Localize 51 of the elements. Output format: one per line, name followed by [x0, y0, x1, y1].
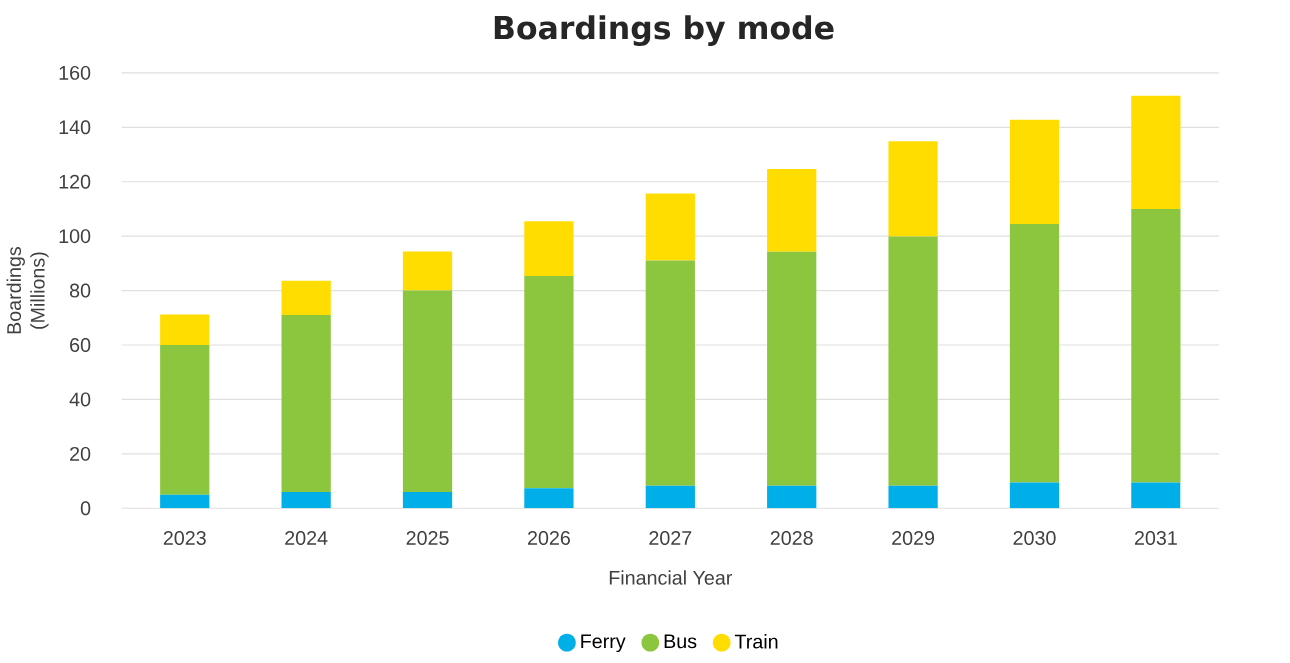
- bar: [888, 236, 938, 486]
- bar: [645, 260, 695, 486]
- bar: [402, 251, 453, 291]
- bar: [402, 290, 453, 492]
- bar: [160, 494, 210, 509]
- x-axis-title: Financial Year: [609, 570, 733, 585]
- bar: [888, 485, 938, 509]
- bar: [1009, 119, 1060, 224]
- bar: [281, 315, 331, 492]
- y-tick-label: 0: [80, 501, 91, 516]
- legend-label: Ferry: [581, 634, 626, 653]
- y-tick-label: 160: [59, 65, 91, 80]
- bar: [1131, 208, 1181, 483]
- bar: [524, 275, 574, 489]
- bar: [281, 280, 331, 316]
- x-tick-label: 2030: [1013, 531, 1056, 545]
- bar: [767, 168, 817, 252]
- x-tick-label: 2026: [528, 531, 570, 545]
- bar: [1131, 482, 1181, 509]
- y-axis-title: Boardings (Millions): [6, 246, 49, 334]
- bar: [888, 141, 938, 237]
- x-tick-label: 2028: [770, 531, 813, 545]
- bar: [160, 345, 210, 495]
- legend-label: Bus: [664, 634, 697, 649]
- y-tick-label: 100: [59, 229, 91, 244]
- bar: [524, 221, 574, 276]
- y-tick-label: 80: [69, 283, 91, 298]
- bar: [767, 251, 817, 486]
- bar: [160, 314, 210, 346]
- bar: [767, 485, 817, 509]
- y-tick-label: 140: [59, 120, 91, 135]
- x-tick-label: 2023: [163, 531, 206, 545]
- y-tick-label: 40: [69, 392, 91, 407]
- y-tick-label: 120: [59, 174, 91, 189]
- x-tick-label: 2027: [649, 531, 692, 545]
- x-tick-label: 2031: [1134, 531, 1177, 545]
- bar: [281, 491, 331, 509]
- x-tick-label: 2025: [406, 531, 449, 545]
- bar: [1009, 223, 1060, 483]
- chart-title: Boardings by mode: [494, 15, 834, 46]
- bar: [1131, 95, 1181, 209]
- bar: [1009, 482, 1060, 509]
- bar: [402, 491, 453, 509]
- y-tick-label: 20: [70, 446, 91, 461]
- legend-label: Train: [734, 634, 778, 649]
- bar: [645, 485, 695, 509]
- x-tick-label: 2029: [892, 531, 935, 545]
- bar: [524, 488, 574, 509]
- y-tick-label: 60: [70, 338, 91, 353]
- bar: [645, 193, 695, 261]
- x-tick-label: 2024: [285, 531, 328, 545]
